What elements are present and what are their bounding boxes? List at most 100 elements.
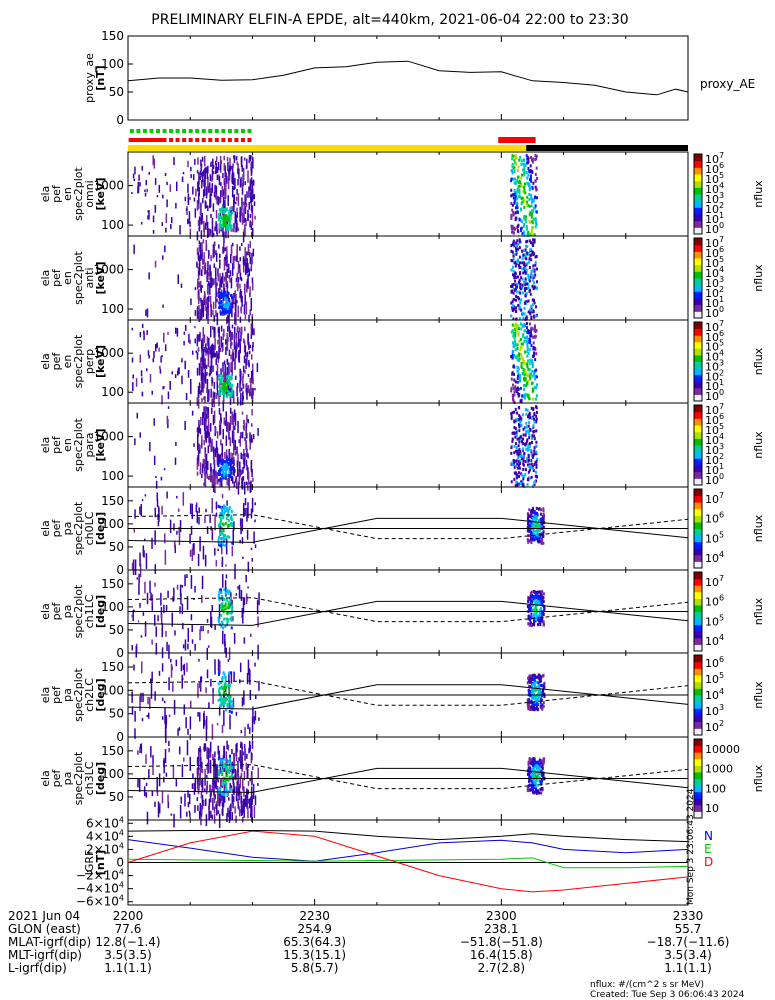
flux-pixel: [214, 279, 217, 288]
flux-pixel: [218, 385, 221, 389]
flux-pixel: [231, 263, 234, 276]
flux-pixel: [537, 775, 540, 779]
flux-pixel: [522, 462, 525, 466]
flux-pixel: [241, 746, 243, 757]
flux-pixel: [532, 682, 535, 686]
flux-pixel: [178, 727, 181, 731]
flux-pixel: [520, 202, 523, 206]
flux-pixel: [249, 251, 251, 257]
flux-pixel: [522, 332, 525, 336]
flux-pixel: [219, 681, 222, 685]
flux-pixel: [205, 508, 207, 513]
flux-pixel: [171, 666, 173, 671]
flux-pixel: [145, 553, 148, 569]
flux-pixel: [530, 512, 533, 516]
flux-pixel: [519, 451, 522, 455]
flux-pixel: [511, 300, 514, 304]
flux-pixel: [170, 813, 173, 816]
flux-pixel: [534, 374, 537, 378]
flux-pixel: [527, 395, 530, 399]
flux-pixel: [175, 202, 177, 209]
flux-pixel: [529, 759, 532, 763]
colorbar-segment: [694, 585, 702, 593]
flux-pixel: [229, 309, 232, 313]
flux-pixel: [522, 249, 525, 253]
flux-pixel: [155, 475, 157, 478]
flux-pixel: [531, 695, 534, 699]
x-row-value: 16.4(15.8): [470, 948, 533, 962]
flux-pixel: [197, 461, 200, 467]
flux-pixel: [514, 419, 517, 423]
colorbar-segment: [694, 361, 702, 369]
green-mark: [234, 129, 239, 133]
flux-pixel: [174, 374, 177, 379]
flux-pixel: [533, 678, 536, 682]
flux-pixel: [528, 442, 531, 446]
flux-pixel: [152, 229, 155, 234]
colorbar-segment: [694, 298, 702, 306]
flux-pixel: [231, 546, 234, 557]
flux-pixel: [221, 377, 224, 381]
flux-pixel: [225, 564, 227, 567]
flux-pixel: [523, 261, 526, 265]
flux-pixel: [523, 170, 526, 174]
side-stamp: Mon Sep 3 23:06:43 2024: [686, 788, 696, 905]
flux-pixel: [221, 724, 224, 733]
colorbar-segment: [694, 541, 702, 549]
flux-pixel: [217, 593, 220, 597]
flux-pixel: [222, 790, 225, 802]
flux-pixel: [541, 598, 544, 602]
flux-pixel: [535, 280, 538, 284]
flux-pixel: [228, 479, 231, 491]
flux-pixel: [527, 424, 530, 428]
flux-pixel: [227, 778, 230, 782]
flux-pixel: [162, 194, 164, 199]
flux-pixel: [173, 587, 175, 601]
flux-pixel: [249, 438, 251, 450]
x-row-value: 1.1(1.1): [664, 961, 712, 975]
flux-pixel: [539, 601, 542, 605]
colorbar-tick-label: 105: [705, 339, 724, 354]
flux-pixel: [523, 173, 526, 177]
flux-pixel: [536, 528, 539, 532]
colorbar-segment: [694, 304, 702, 312]
flux-pixel: [224, 200, 226, 213]
flux-pixel: [206, 378, 209, 392]
flux-pixel: [226, 301, 229, 305]
flux-pixel: [225, 276, 227, 288]
flux-pixel: [234, 290, 236, 295]
flux-pixel: [514, 380, 517, 384]
flux-pixel: [224, 624, 227, 628]
flux-pixel: [222, 699, 225, 703]
flux-pixel: [205, 201, 207, 206]
flux-pixel: [247, 284, 249, 289]
flux-pixel: [528, 277, 531, 281]
flux-pixel: [249, 727, 251, 734]
flux-pixel: [527, 173, 530, 177]
colorbar-tick-label: 102: [705, 201, 724, 216]
flux-pixel: [530, 679, 533, 683]
flux-pixel: [228, 777, 231, 781]
flux-pixel: [532, 618, 535, 622]
colorbar-tick-label: 100: [705, 472, 724, 487]
x-row-value: 2300: [486, 909, 517, 923]
flux-pixel: [527, 351, 530, 355]
flux-pixel: [231, 453, 234, 465]
flux-pixel: [201, 768, 204, 774]
red-bar-start: [128, 138, 166, 142]
flux-pixel: [147, 712, 150, 719]
colorbar-label: nflux: [752, 180, 765, 208]
flux-pixel: [250, 633, 252, 638]
flux-pixel: [530, 230, 533, 234]
colorbar-segment: [694, 451, 702, 459]
flux-pixel: [207, 354, 210, 367]
flux-pixel: [244, 181, 246, 186]
flux-pixel: [219, 759, 222, 763]
flux-pixel: [224, 388, 227, 392]
flux-pixel: [221, 311, 224, 316]
flux-pixel: [229, 471, 232, 475]
flux-pixel: [200, 390, 202, 396]
flux-pixel: [204, 743, 207, 751]
flux-pixel: [137, 750, 139, 755]
